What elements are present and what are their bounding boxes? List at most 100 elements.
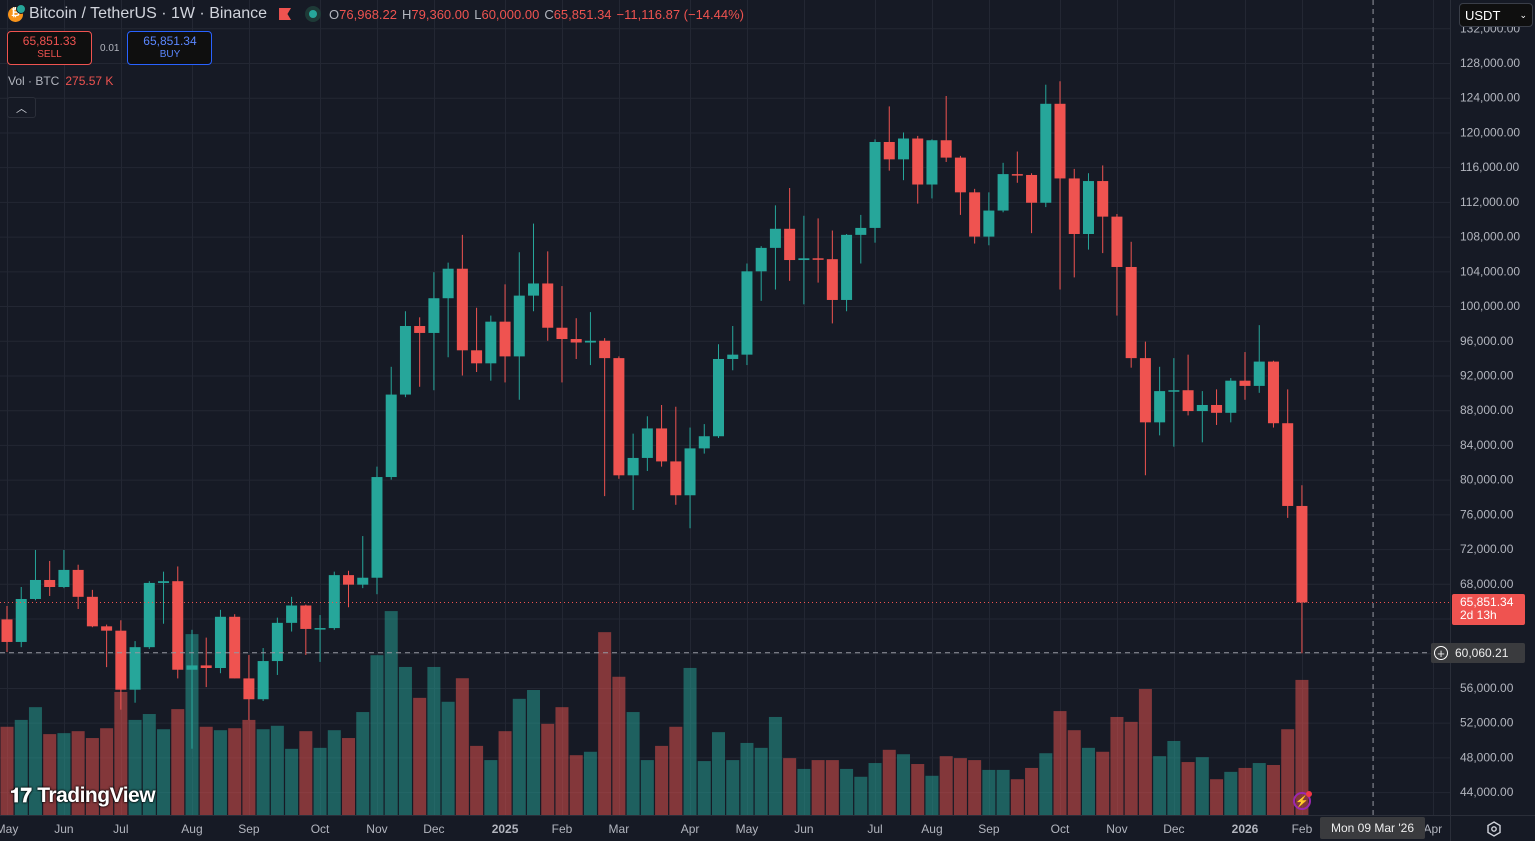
volume-bar [100,728,114,815]
volume-bar [157,729,171,815]
candle-body [471,350,483,364]
volume-bar [811,760,825,815]
currency-select[interactable]: USDT ⌄ [1459,3,1533,27]
flag-icon[interactable] [279,8,292,20]
price-tick-label: 108,000.00 [1460,230,1520,244]
candle [627,433,639,511]
candle-body [883,141,895,160]
volume-bar [626,712,640,815]
candle [1196,391,1208,443]
candle-body [1239,380,1251,386]
candle [1068,168,1080,278]
candle-body [713,358,724,437]
candle-body [584,340,596,343]
volume-bar [655,745,669,815]
candle [769,205,781,290]
price-tick-label: 80,000.00 [1460,473,1514,487]
candle-body [855,227,867,235]
open-value: 76,968.22 [339,6,397,22]
volume-bar [726,760,740,815]
candle-body [812,258,824,260]
volume-bar [868,763,882,815]
crosshair-date: Mon 09 Mar '26 [1331,821,1414,835]
candle-body [1068,178,1080,234]
candle-body [613,358,625,476]
close-value: 65,851.34 [553,6,612,22]
time-tick-label: Nov [366,822,387,836]
market-status-icon[interactable] [305,6,322,22]
add-plus-icon[interactable]: + [1434,646,1448,660]
lightning-alert-icon[interactable]: ⚡ [1293,791,1312,810]
volume-bar [242,719,256,815]
volume-bar [498,731,512,815]
tradingview-logo[interactable]: 𝟏𝟕 TradingView [10,784,156,808]
price-tick-label: 44,000.00 [1460,785,1514,799]
candle [229,614,241,679]
time-axis[interactable] [0,815,1450,841]
price-tick-label: 124,000.00 [1460,91,1520,105]
candle [897,132,909,181]
time-tick-label: Feb [1292,822,1313,836]
candle [1211,389,1223,425]
candle [570,318,582,359]
price-tick-label: 96,000.00 [1460,334,1514,348]
buy-button[interactable]: 65,851.34 BUY [127,31,213,65]
candle-body [954,157,966,193]
candle-body [1082,181,1094,234]
symbol-title[interactable]: Bitcoin / TetherUS · 1W · Binance [29,5,268,22]
order-quantity[interactable]: 0.01 [100,42,120,54]
candle [343,570,355,608]
candle [855,214,867,264]
time-tick-label: Dec [1163,822,1184,836]
volume-label: Vol · BTC [8,74,60,88]
candle [997,162,1009,213]
candle [912,135,924,204]
candle [1182,354,1194,416]
candle [442,262,454,358]
candle [741,263,753,366]
price-axis[interactable] [1450,0,1535,841]
candle-body [1168,390,1180,392]
time-tick-label: Aug [181,822,202,836]
volume-legend[interactable]: Vol · BTC 275.57 K [8,74,113,88]
price-tick-label: 68,000.00 [1460,577,1514,591]
volume-bar [0,726,14,815]
candle [456,234,468,376]
chevron-up-icon: ︿ [16,102,27,115]
time-tick-label: Nov [1106,822,1127,836]
crosshair-price-label: + 60,060.21 [1431,643,1525,663]
candle [969,188,981,244]
volume-bar [128,719,142,815]
volume-bar [512,698,526,815]
settings-gear-icon[interactable] [1486,821,1502,837]
volume-bar [612,676,626,815]
candle [1282,389,1294,518]
candle [599,338,611,497]
volume-bar [925,775,939,815]
candle-body [200,665,212,668]
price-tick-label: 88,000.00 [1460,403,1514,417]
volume-bar [427,666,441,815]
candle [72,564,84,609]
volume-bar [712,732,725,815]
candle [271,617,283,675]
candle-body [1111,216,1123,267]
trade-panel: 65,851.33 SELL 0.01 65,851.34 BUY [7,31,213,65]
volume-bar [370,655,384,815]
candle-body [528,283,540,296]
volume-bar [968,760,982,815]
time-tick-label: Apr [681,822,700,836]
candle [1054,81,1066,290]
volume-bar [1039,753,1053,815]
candle [656,404,668,467]
volume-bar [640,760,654,815]
candle-body [328,575,340,629]
candle-body [599,340,611,359]
volume-bar [313,747,327,815]
collapse-legend-button[interactable]: ︿ [7,97,36,118]
volume-bar [470,745,484,815]
candle-body [1011,174,1023,176]
sell-button[interactable]: 65,851.33 SELL [7,31,92,65]
volume-bar [1181,762,1195,815]
